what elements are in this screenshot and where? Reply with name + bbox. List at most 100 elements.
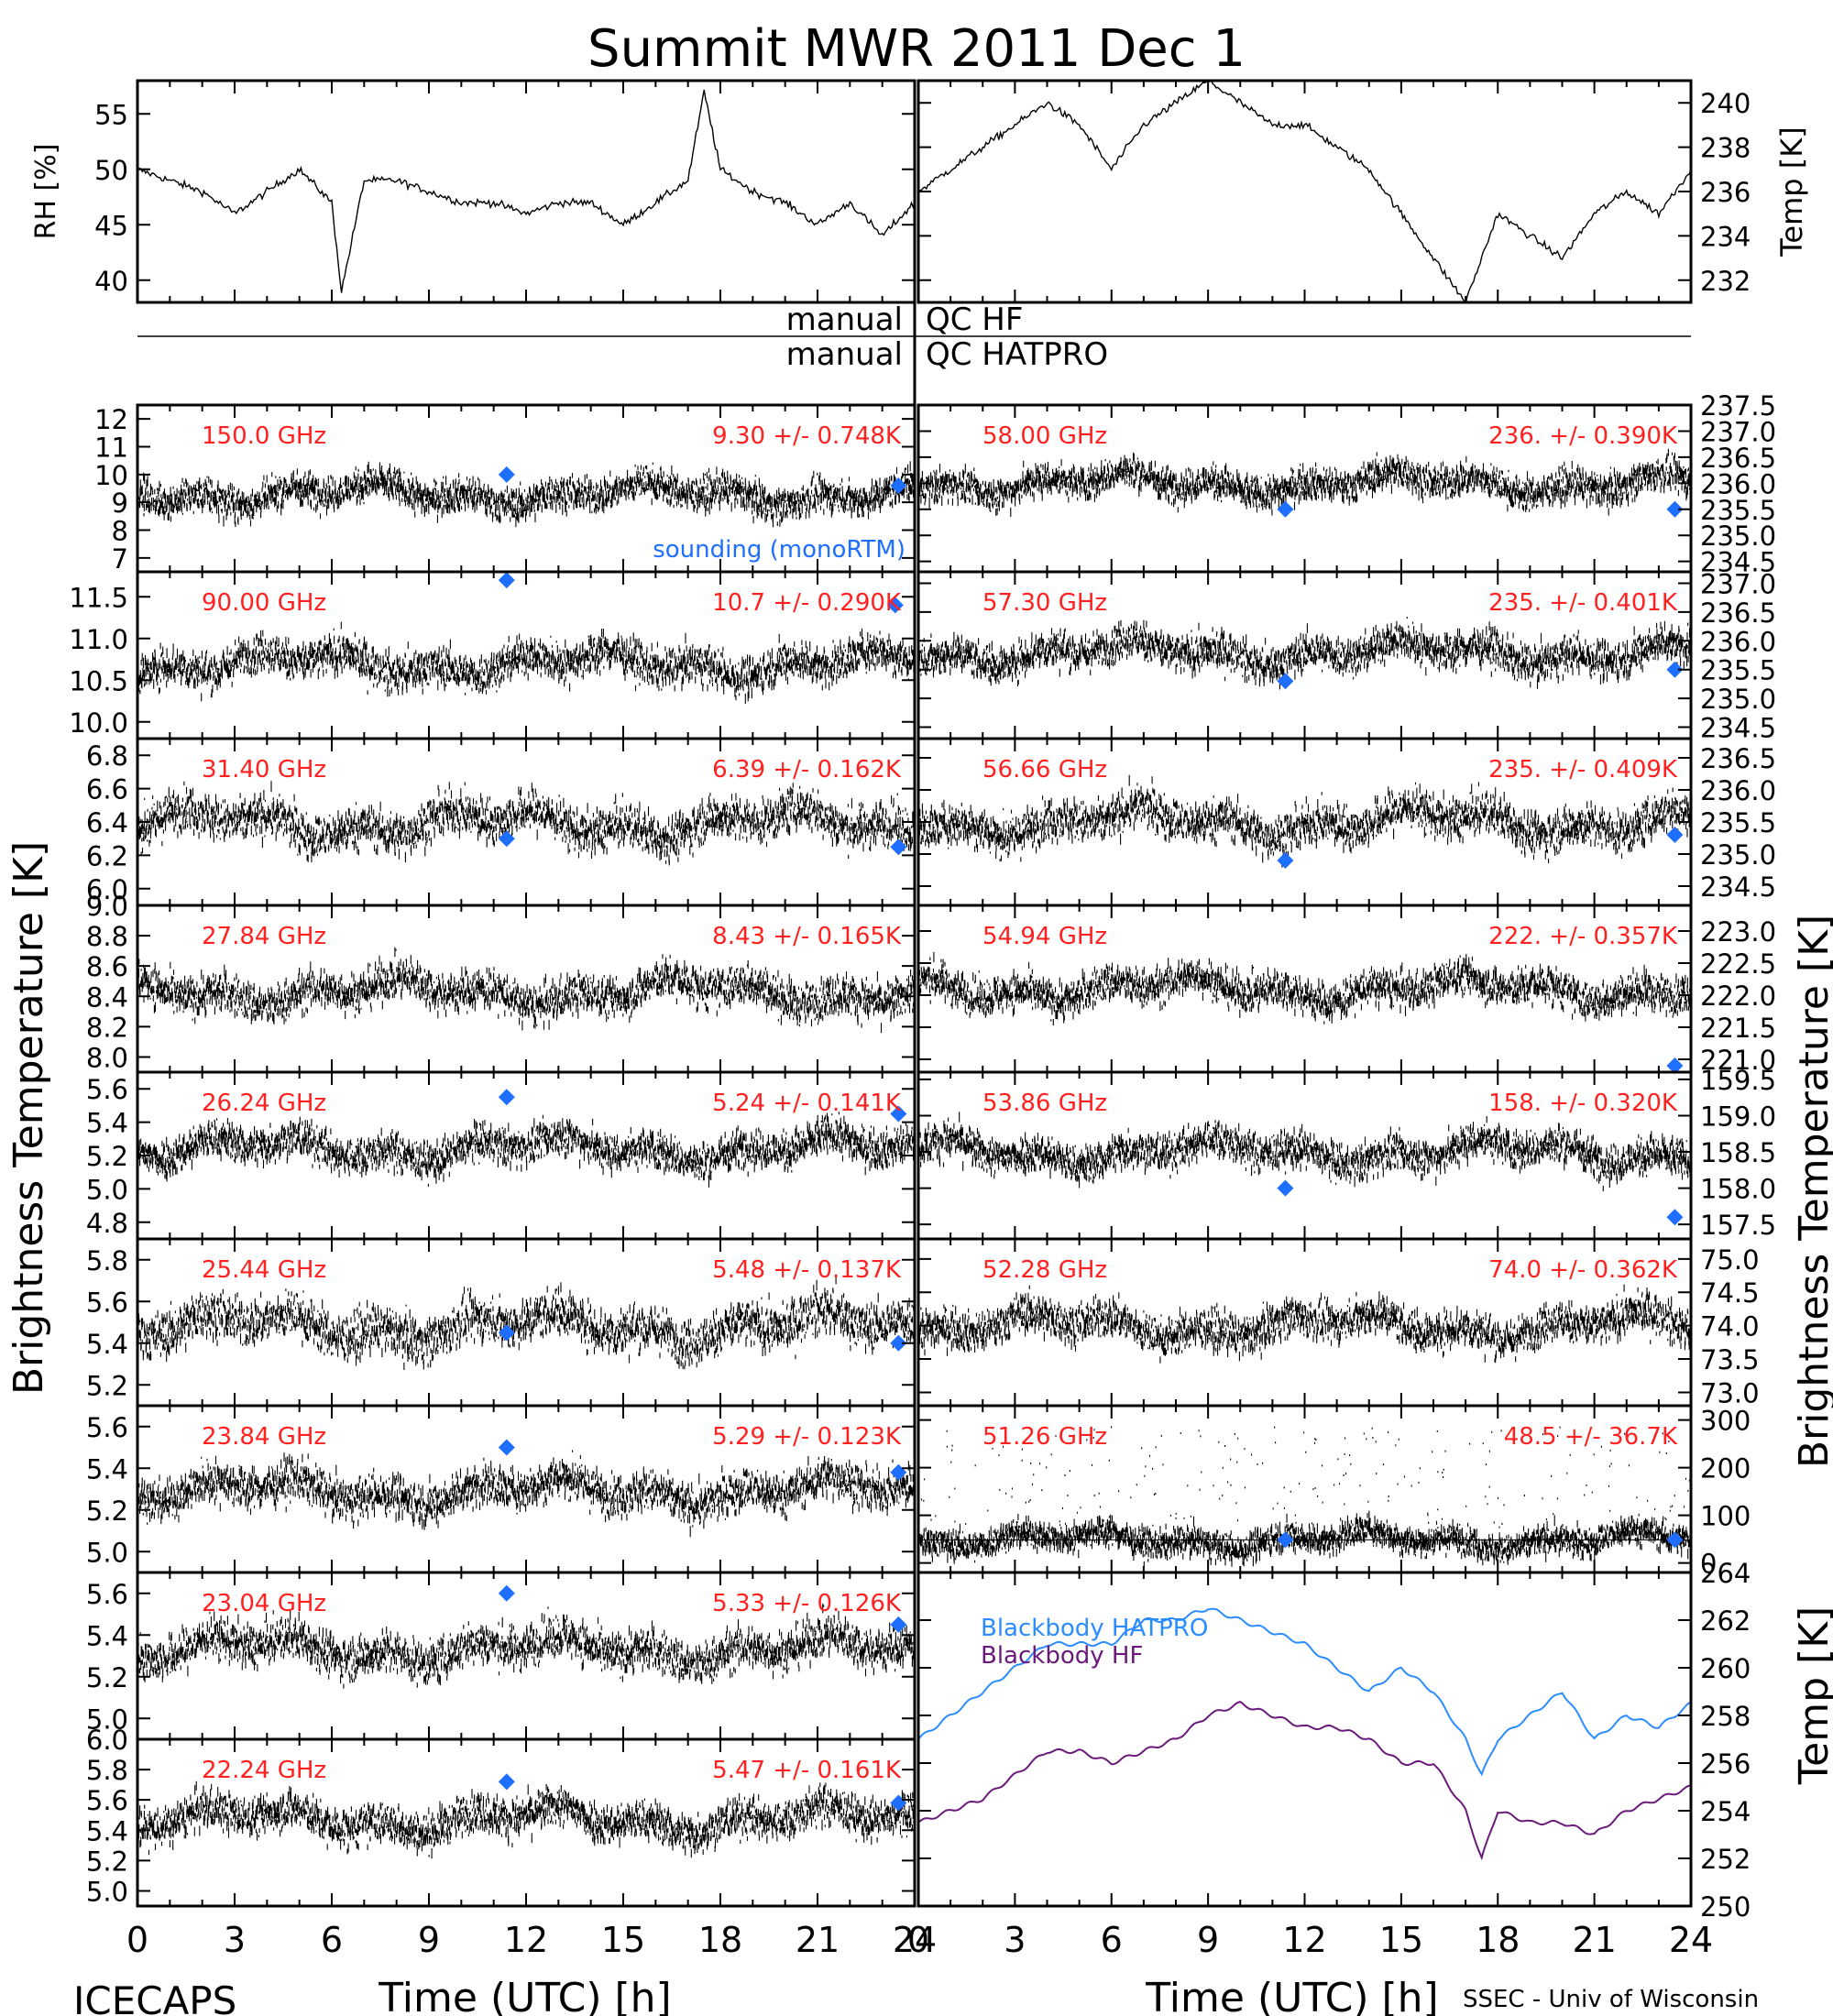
ch23b-sounding-marker-1	[890, 1616, 907, 1633]
panel-ch22: 5.05.25.45.65.86.0 22.24 GHz 5.47 +/- 0.16…	[86, 1725, 916, 1908]
ch56-ytick-label-0: 234.5	[1700, 871, 1776, 903]
ch53-ytick-label-2: 158.5	[1700, 1137, 1776, 1168]
ch22-stat-label: 5.47 +/- 0.161K	[712, 1757, 902, 1784]
left-y-axis-label: Brightness Temperature [K]	[5, 841, 52, 1395]
xtick-right-6: 18	[1476, 1920, 1520, 1960]
ch27-ytick-label-4: 8.8	[86, 921, 128, 952]
temp-ticks	[917, 81, 1692, 302]
ch53-stat-label: 158. +/- 0.320K	[1488, 1090, 1678, 1117]
ch22-ytick-label-1: 5.2	[86, 1846, 128, 1877]
ch54-ytick-label-1: 221.5	[1700, 1013, 1776, 1044]
ch150-sounding-legend: sounding (monoRTM)	[653, 536, 906, 564]
rh-ytick-label-0: 40	[94, 266, 128, 297]
figure-title: Summit MWR 2011 Dec 1	[587, 19, 1246, 79]
ch58-ytick-label-0: 234.5	[1700, 547, 1776, 578]
ch51-ticks	[917, 1406, 1692, 1572]
ch54-ytick-label-0: 221.0	[1700, 1045, 1776, 1076]
ch52-ytick-label-4: 75.0	[1700, 1244, 1760, 1276]
ch52-ytick-label-1: 73.5	[1700, 1344, 1760, 1375]
footer-icecaps: ICECAPS	[73, 1978, 236, 2016]
panel-ch23: 5.0 5.2 5.4 5.6 23.84 GHz 5.29 +/- 0.123K	[86, 1404, 916, 1574]
ch54-ytick-label-4: 223.0	[1700, 916, 1776, 948]
panel-ch25: 5.2 5.4 5.6 5.8 25.44 GHz 5.48 +/- 0.137K	[86, 1237, 916, 1408]
x-axis-label-left: Time (UTC) [h]	[378, 1975, 671, 2016]
ch57-ticks	[917, 572, 1692, 739]
ch52-ticks	[917, 1239, 1692, 1406]
ch90-ytick-label-0: 10.0	[69, 707, 128, 739]
ch22-sounding-marker-1	[890, 1794, 907, 1812]
ch57-sounding-marker-0	[1277, 673, 1294, 690]
ch52-data-points	[918, 1284, 1691, 1364]
ch56-ytick-label-1: 235.0	[1700, 839, 1776, 871]
xtick-left-5: 15	[601, 1920, 645, 1960]
ch52-ytick-label-0: 73.0	[1700, 1377, 1760, 1408]
ch58-sounding-marker-1	[1666, 500, 1684, 518]
ch53-data-points	[918, 1112, 1691, 1192]
ch22-data-points	[137, 1780, 915, 1859]
ch22-sounding-marker-0	[498, 1773, 515, 1791]
ch57-ytick-label-1: 235.0	[1700, 684, 1776, 715]
ch31-ytick-label-4: 6.8	[86, 740, 128, 772]
ch23-plot-area	[137, 1450, 915, 1538]
ch23-data-points	[137, 1450, 915, 1538]
ch57-plot-area	[918, 617, 1691, 690]
xtick-left-7: 21	[796, 1920, 840, 1960]
ch58-ytick-label-3: 236.0	[1700, 468, 1776, 499]
panel-ch23b: 5.0 5.2 5.4 5.6 23.04 GHz 5.33 +/- 0.126K	[86, 1571, 916, 1741]
ch58-ytick-label-6: 237.5	[1700, 390, 1776, 422]
ch27-data-points	[137, 947, 915, 1034]
ch26-ytick-label-1: 5.0	[86, 1174, 128, 1205]
panel-ch52: 73.073.574.074.575.0 52.28 GHz 74.0 +/- 0.…	[916, 1237, 1760, 1408]
blackbody-plot-area	[918, 1607, 1691, 1861]
temp-ytick-label-3: 238	[1700, 133, 1751, 164]
ch52-plot-area	[918, 1284, 1691, 1364]
xtick-left-3: 9	[418, 1920, 440, 1960]
ch23b-ytick-label-1: 5.2	[86, 1662, 128, 1693]
ch150-ytick-label-1: 8	[112, 516, 128, 547]
ch22-channel-label: 22.24 GHz	[202, 1757, 326, 1784]
ch150-ytick-label-0: 7	[112, 543, 128, 575]
xtick-left-2: 6	[321, 1920, 343, 1960]
ch150-plot-area	[137, 461, 915, 528]
ch57-channel-label: 57.30 GHz	[982, 589, 1107, 617]
ch23b-ytick-label-2: 5.4	[86, 1620, 128, 1651]
blackbody-series-line-0	[918, 1607, 1691, 1777]
xtick-left-6: 18	[698, 1920, 742, 1960]
ch23b-data-points	[137, 1603, 915, 1689]
ch26-ytick-label-0: 4.8	[86, 1208, 128, 1239]
blackbody-ticks	[917, 1572, 1692, 1907]
xtick-left-4: 12	[504, 1920, 548, 1960]
ch58-ytick-label-2: 235.5	[1700, 495, 1776, 526]
footer-ssec: SSEC - Univ of Wisconsin	[1463, 1986, 1759, 2013]
ch23-stat-label: 5.29 +/- 0.123K	[712, 1423, 902, 1451]
ch90-sounding-marker-1	[886, 597, 904, 614]
ch51-sounding-marker-0	[1277, 1531, 1294, 1549]
ch23b-ytick-label-0: 5.0	[86, 1704, 128, 1735]
ch27-ticks	[137, 904, 916, 1072]
ch31-plot-area	[137, 781, 915, 866]
ch23-ytick-label-1: 5.2	[86, 1496, 128, 1527]
ch27-ytick-label-3: 8.6	[86, 951, 128, 982]
ch53-channel-label: 53.86 GHz	[982, 1090, 1107, 1117]
ch54-sounding-marker-0	[1666, 1057, 1684, 1074]
ch150-channel-label: 150.0 GHz	[202, 422, 326, 450]
ch51-ytick-label-3: 300	[1700, 1406, 1751, 1437]
ch25-ytick-label-2: 5.6	[86, 1287, 128, 1318]
blackbody-ytick-label-0: 250	[1700, 1891, 1751, 1923]
ch27-ytick-label-0: 8.0	[86, 1042, 128, 1073]
xtick-right-1: 3	[1004, 1920, 1026, 1960]
ch25-ytick-label-0: 5.2	[86, 1370, 128, 1401]
ch150-ytick-label-2: 9	[112, 488, 128, 519]
ch25-plot-area	[137, 1276, 915, 1370]
ch22-ytick-label-5: 6.0	[86, 1725, 128, 1756]
ch22-ytick-label-4: 5.8	[86, 1755, 128, 1786]
bb-temp-y-axis-label: Temp [K]	[1791, 1606, 1833, 1785]
ch58-ticks	[917, 404, 1692, 572]
ch150-ytick-label-5: 12	[94, 404, 128, 435]
ch52-ytick-label-2: 74.0	[1700, 1311, 1760, 1342]
temp-frame	[916, 79, 1693, 304]
